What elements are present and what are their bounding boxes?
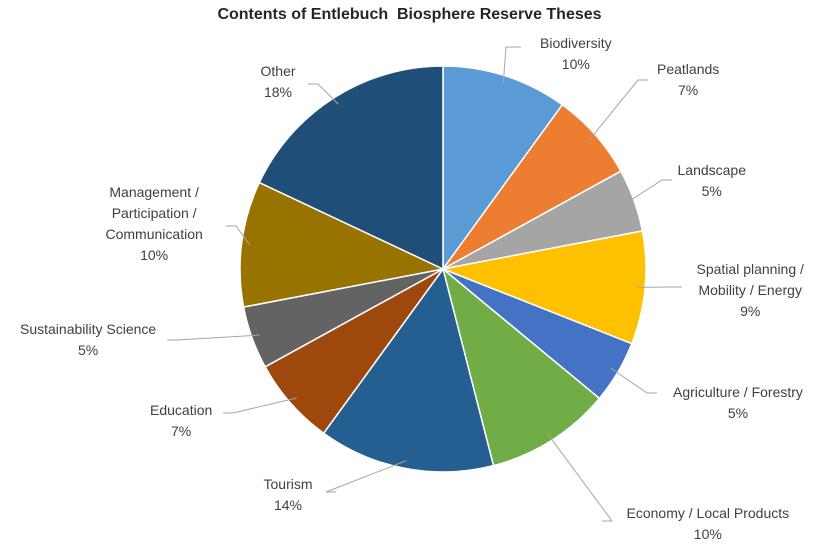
slice-label-name: Communication xyxy=(106,224,203,245)
slice-label-value: 5% xyxy=(673,403,803,424)
slice-label-name: Economy / Local Products xyxy=(627,503,790,524)
leader-line xyxy=(547,434,612,521)
slice-label-name: Participation / xyxy=(106,203,203,224)
slice-label-name: Mobility / Energy xyxy=(697,280,804,301)
slice-label-value: 7% xyxy=(657,80,719,101)
slice-label-value: 10% xyxy=(627,524,790,545)
slice-label-name: Sustainability Science xyxy=(20,319,156,340)
slice-label-value: 9% xyxy=(697,301,804,322)
slice-label-value: 14% xyxy=(264,495,313,516)
leader-line xyxy=(589,80,648,140)
slice-label-name: Education xyxy=(150,400,212,421)
slice-label-value: 10% xyxy=(540,54,612,75)
slice-label-value: 18% xyxy=(261,82,296,103)
slice-label-name: Management / xyxy=(106,182,203,203)
slice-label-name: Agriculture / Forestry xyxy=(673,382,803,403)
slice-label-name: Biodiversity xyxy=(540,33,612,54)
slice-label-name: Spatial planning / xyxy=(697,259,804,280)
slice-label: Management /Participation /Communication… xyxy=(106,182,203,266)
leader-line xyxy=(326,461,406,492)
slice-label-name: Other xyxy=(261,61,296,82)
slice-label-value: 5% xyxy=(20,340,156,361)
slice-label-name: Landscape xyxy=(678,160,747,181)
leader-line xyxy=(223,398,297,413)
slice-label-value: 5% xyxy=(678,181,747,202)
slice-label-value: 7% xyxy=(150,421,212,442)
leader-line xyxy=(167,335,260,340)
slice-label-name: Peatlands xyxy=(657,59,719,80)
slice-label-value: 10% xyxy=(106,245,203,266)
slice-label-name: Tourism xyxy=(264,474,313,495)
